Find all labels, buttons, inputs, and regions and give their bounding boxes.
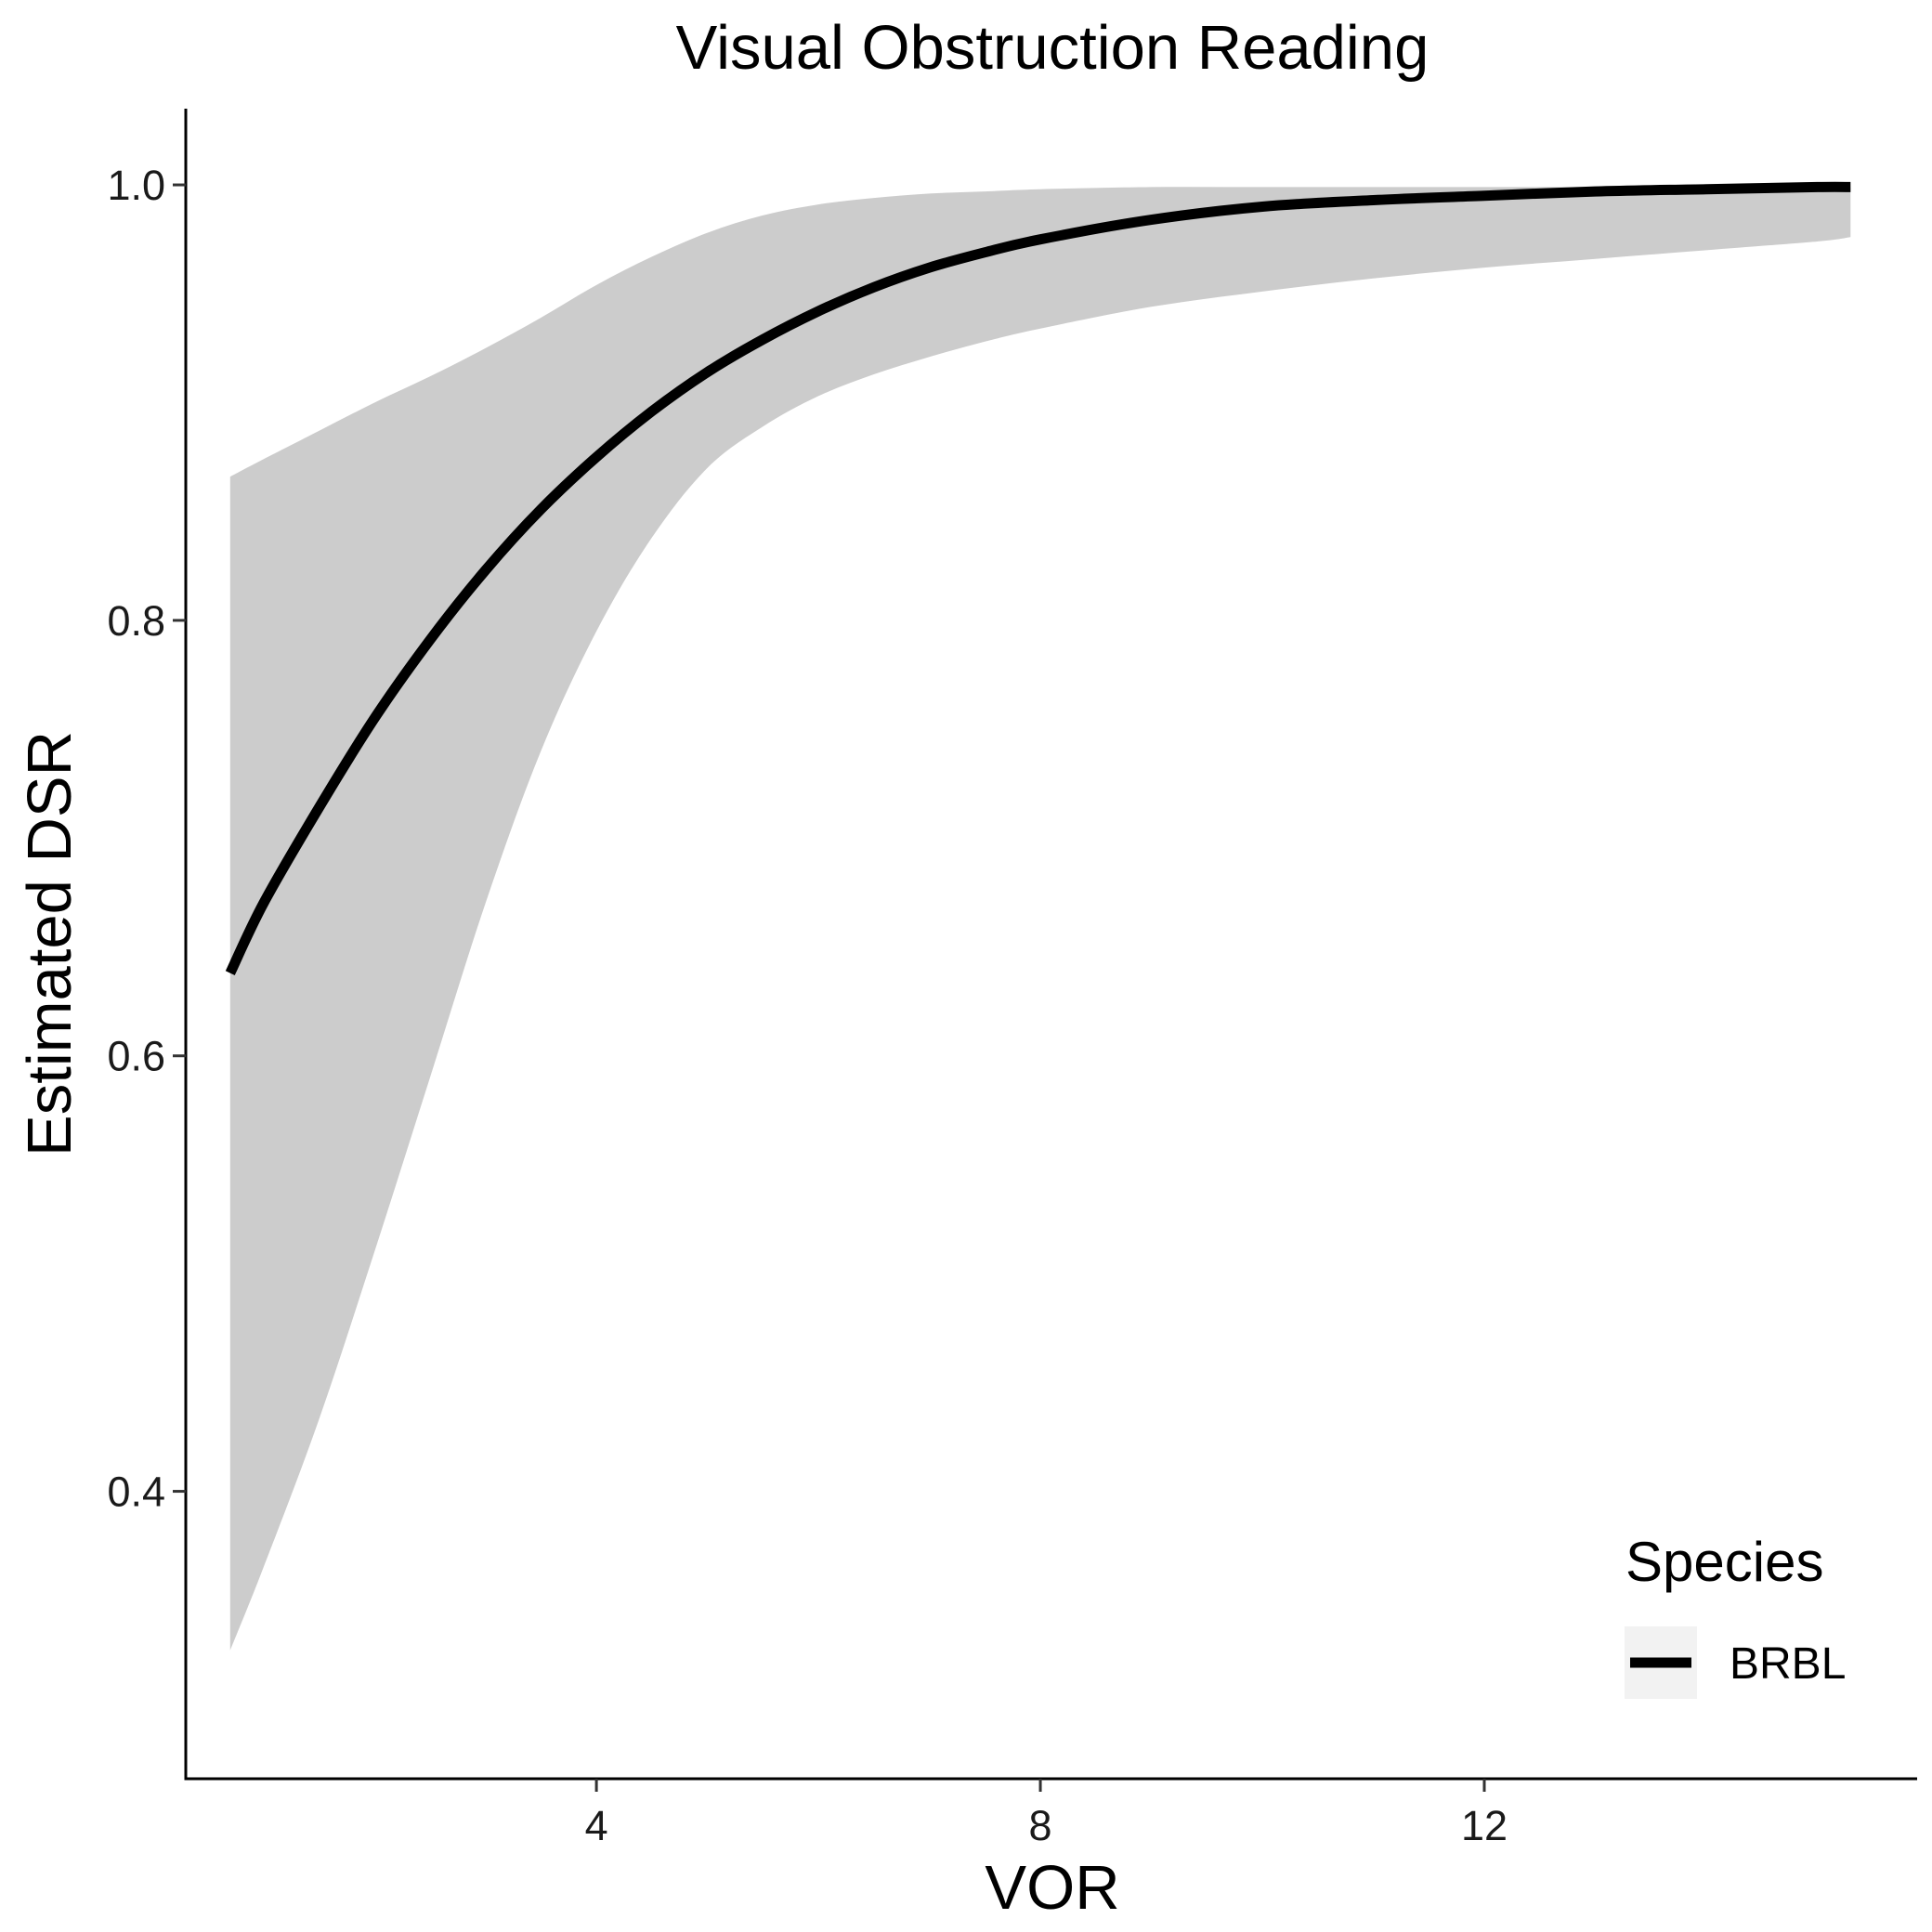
confidence-ribbon	[229, 187, 1851, 1651]
x-tick-label: 8	[1029, 1802, 1052, 1849]
x-axis-ticks: 4 8 12	[585, 1779, 1508, 1849]
series-line-brbl	[225, 181, 1851, 975]
chart-title: Visual Obstruction Reading	[676, 13, 1429, 83]
y-tick-label: 0.4	[107, 1469, 165, 1516]
legend-title: Species	[1625, 1531, 1823, 1593]
y-tick-label: 0.6	[107, 1033, 165, 1080]
legend: Species BRBL	[1625, 1531, 1846, 1699]
y-axis-ticks: 0.4 0.6 0.8 1.0	[107, 162, 186, 1516]
legend-label-brbl: BRBL	[1730, 1639, 1846, 1689]
y-tick-label: 0.8	[107, 597, 165, 645]
y-tick-label: 1.0	[107, 162, 165, 209]
x-tick-label: 12	[1461, 1802, 1508, 1849]
y-axis-title: Estimated DSR	[15, 731, 85, 1156]
x-tick-label: 4	[585, 1802, 608, 1849]
plot-area	[225, 181, 1851, 1651]
x-axis-title: VOR	[985, 1853, 1119, 1923]
